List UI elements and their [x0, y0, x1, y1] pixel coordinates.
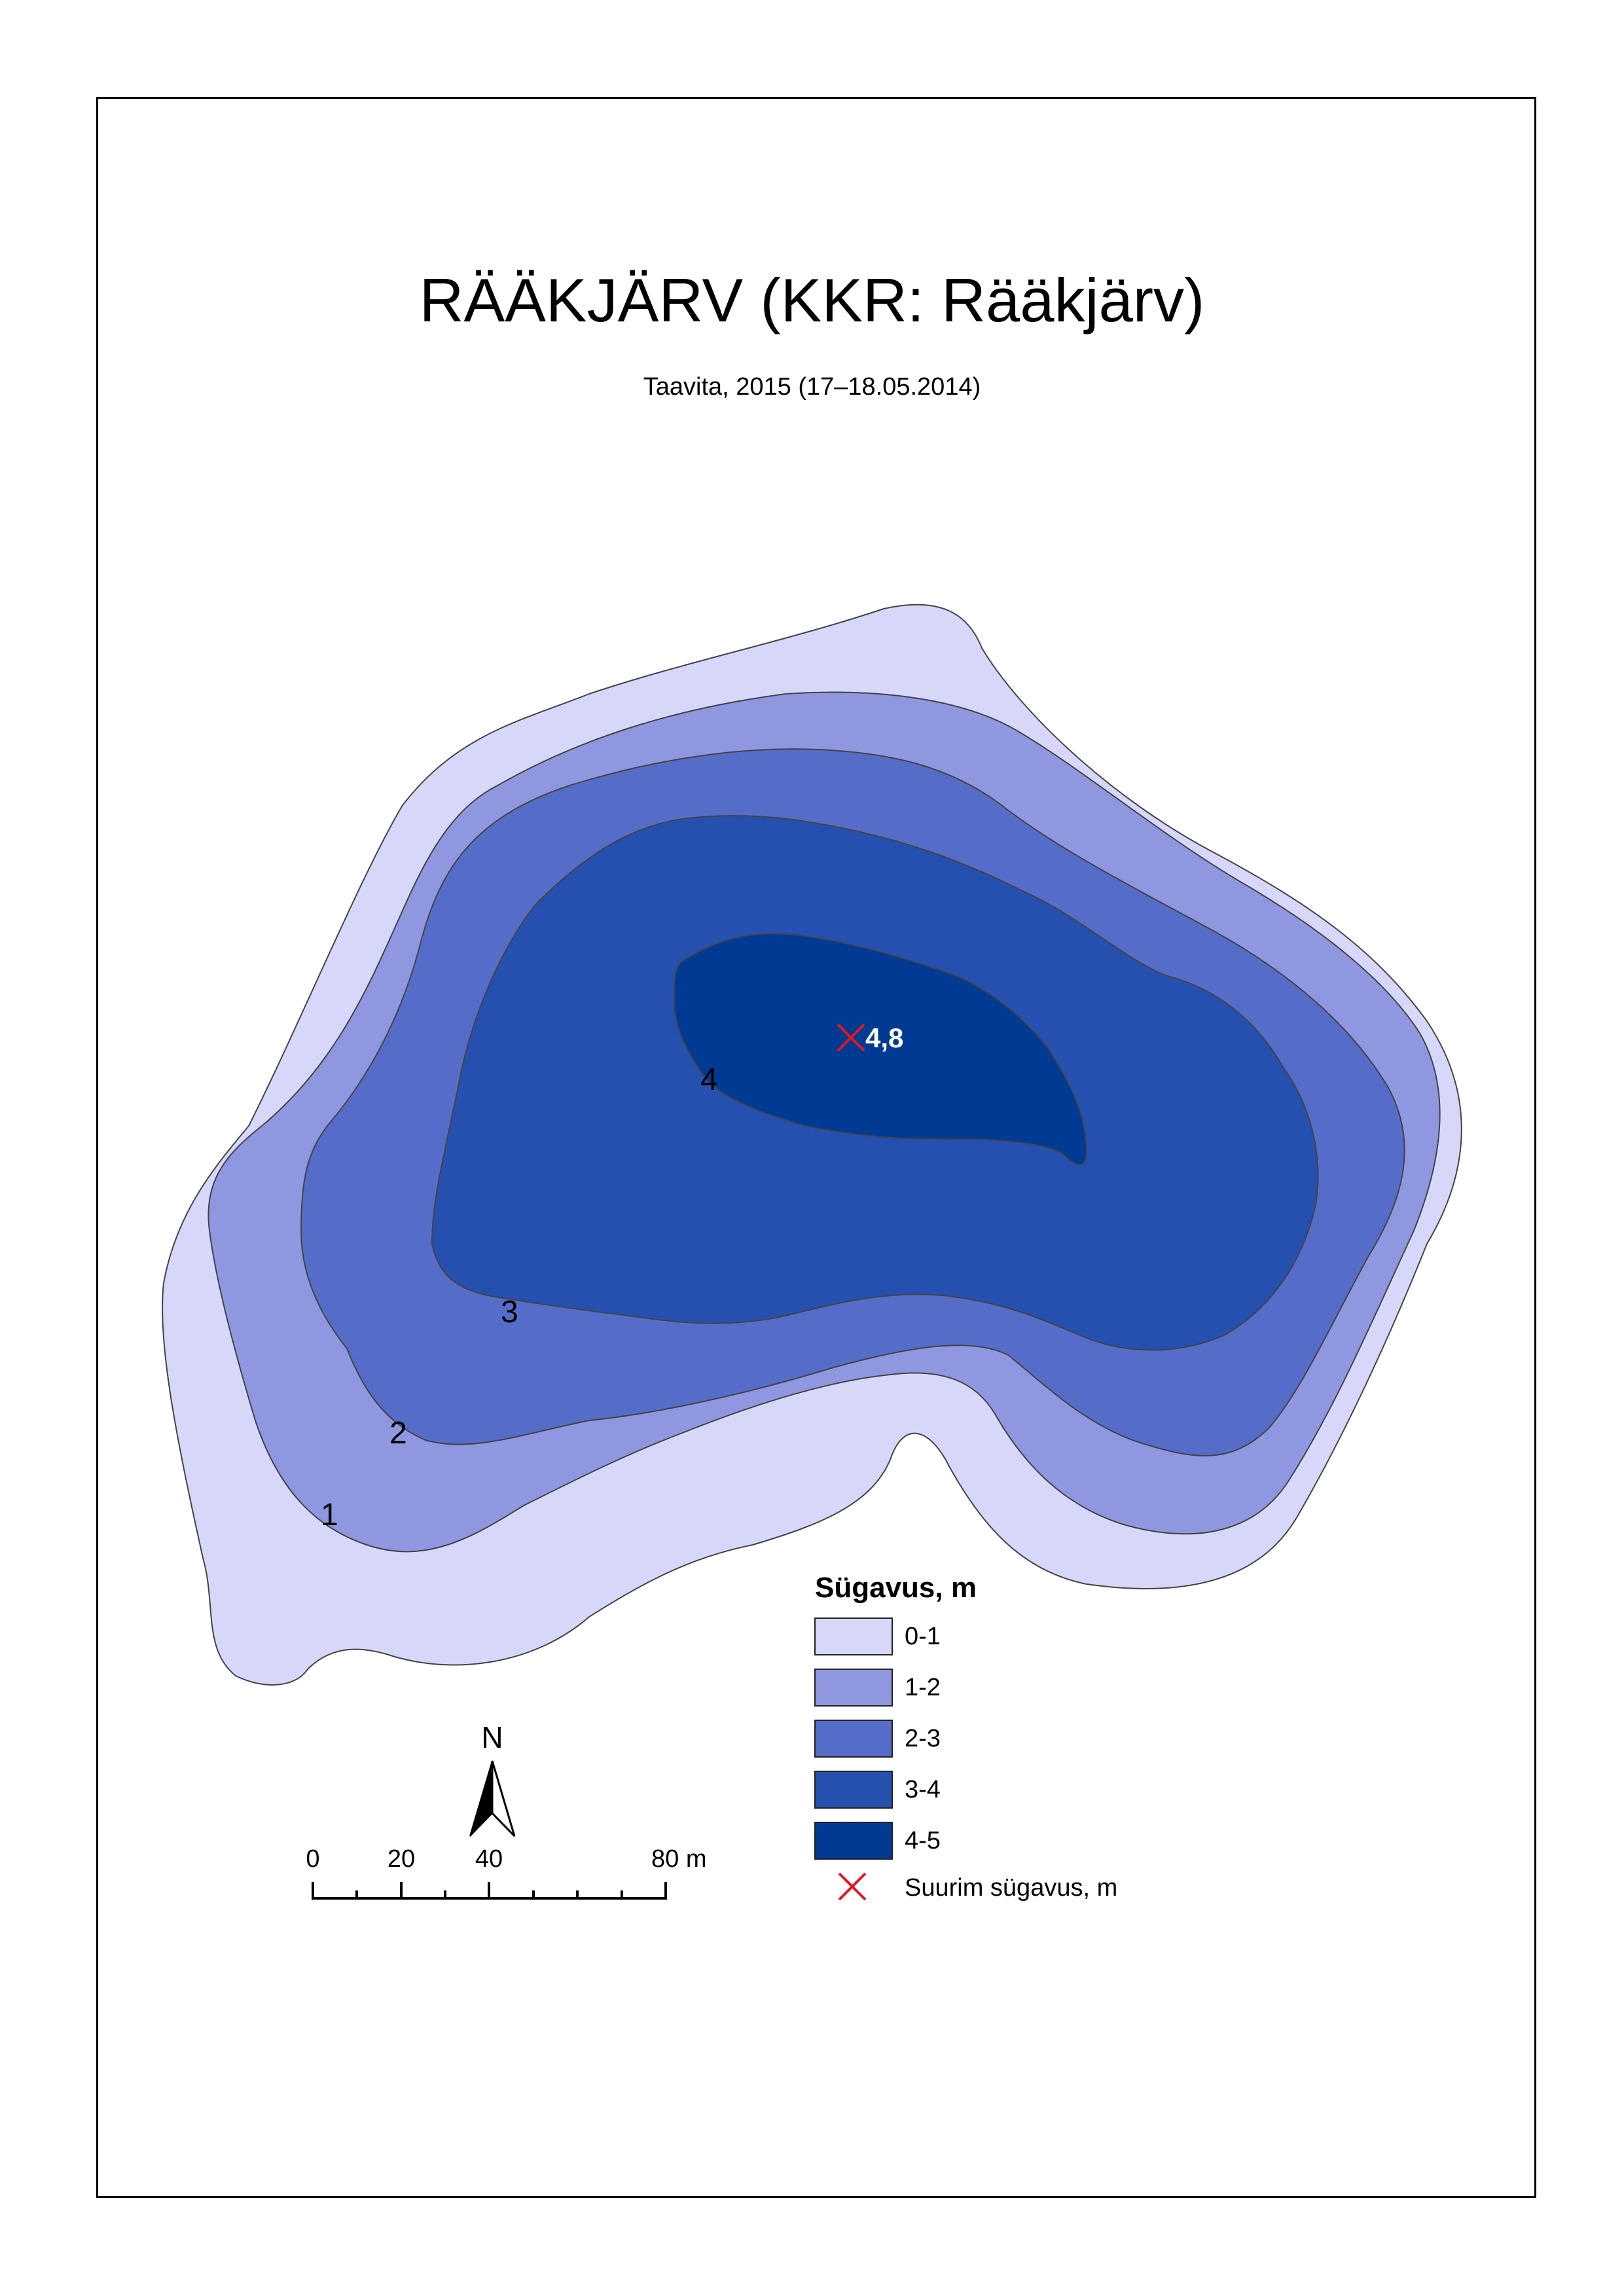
legend-label-1-2: 1-2 — [905, 1674, 941, 1701]
legend-label-0-1: 0-1 — [905, 1623, 941, 1650]
scale-label-20: 20 — [388, 1845, 415, 1873]
legend-swatch-0-1 — [814, 1617, 893, 1655]
max-depth-value: 4,8 — [865, 1022, 903, 1053]
legend-max-depth-icon — [838, 1872, 867, 1901]
legend-title: Sügavus, m — [815, 1572, 977, 1604]
contour-label-2: 2 — [389, 1416, 407, 1451]
map-subtitle: Taavita, 2015 (17–18.05.2014) — [643, 373, 981, 401]
legend-swatch-1-2 — [814, 1669, 893, 1707]
legend-label-3-4: 3-4 — [905, 1776, 941, 1803]
scale-bar: 0 20 40 80 m — [306, 1845, 706, 1900]
legend: Sügavus, m 0-1 1-2 2-3 3-4 4-5 Suurim sü… — [814, 1572, 1117, 1902]
legend-label-4-5: 4-5 — [905, 1827, 941, 1854]
contour-label-3: 3 — [501, 1295, 518, 1329]
legend-swatch-4-5 — [814, 1822, 893, 1860]
north-label: N — [481, 1720, 503, 1754]
north-arrow-icon-right — [491, 1760, 516, 1837]
scale-label-0: 0 — [306, 1845, 319, 1873]
depth-zone-4-5 — [673, 933, 1088, 1165]
max-depth-marker: 4,8 — [837, 1022, 903, 1053]
map-title: RÄÄKJÄRV (KKR: Rääkjärv) — [419, 266, 1205, 334]
map-frame — [96, 97, 1536, 2198]
north-arrow: N — [469, 1720, 516, 1837]
lake-bathymetry — [162, 604, 1462, 1686]
max-depth-cross-line-2 — [837, 1023, 865, 1052]
legend-label-max-depth: Suurim sügavus, m — [905, 1874, 1117, 1902]
scale-label-80: 80 m — [651, 1845, 706, 1873]
legend-swatch-3-4 — [814, 1771, 893, 1809]
legend-label-2-3: 2-3 — [905, 1725, 941, 1752]
contour-label-1: 1 — [321, 1498, 338, 1532]
scale-label-40: 40 — [475, 1845, 503, 1873]
north-arrow-icon — [469, 1760, 493, 1837]
legend-swatch-2-3 — [814, 1720, 893, 1758]
contour-label-4: 4 — [700, 1062, 718, 1097]
